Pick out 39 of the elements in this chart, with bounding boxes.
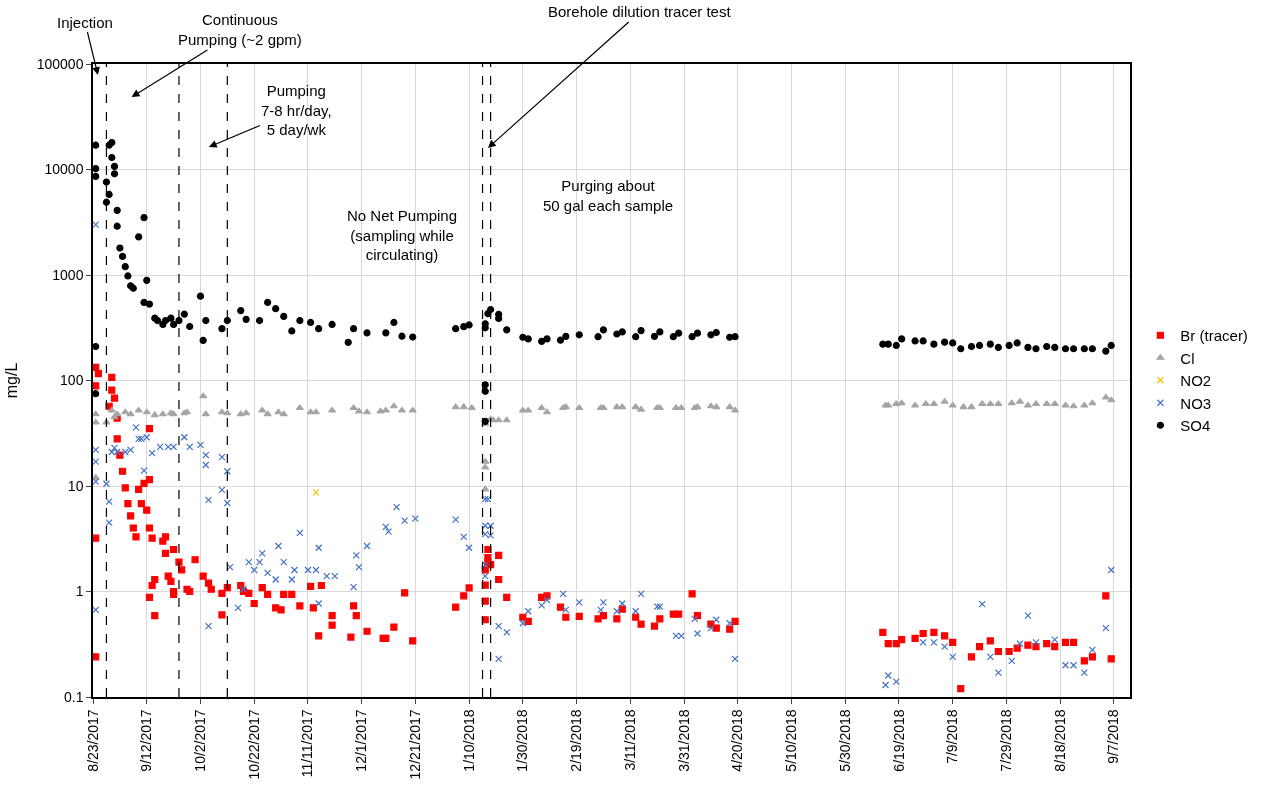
y-tick-label: 1000 bbox=[52, 266, 84, 283]
y-tick-label: 10 bbox=[67, 477, 84, 494]
x-tick-label: 5/10/2018 bbox=[783, 709, 800, 772]
annotation: Borehole dilution tracer test bbox=[548, 3, 732, 20]
text: Continuous Pumping (~2 gpm) bbox=[178, 11, 302, 48]
y-axis-title: mg/L bbox=[3, 362, 21, 399]
x-tick-label: 11/11/2017 bbox=[299, 709, 316, 778]
annotation: Purging about 50 gal each sample bbox=[543, 177, 674, 214]
x-tick-label: 10/2/2017 bbox=[192, 709, 209, 772]
x-tick-label: 10/22/2017 bbox=[245, 709, 262, 780]
y-tick-label: 100000 bbox=[36, 55, 84, 72]
y-tick-label: 10000 bbox=[44, 161, 84, 178]
x-tick-label: 3/11/2018 bbox=[621, 709, 638, 771]
x-tick-label: 7/9/2018 bbox=[944, 709, 961, 764]
x-tick-label: 12/1/2017 bbox=[353, 709, 370, 772]
y-tick-label: 100 bbox=[60, 372, 84, 389]
legend-label: SO4 bbox=[1180, 417, 1211, 435]
x-tick-label: 1/30/2018 bbox=[514, 709, 531, 772]
legend-label: NO2 bbox=[1180, 372, 1212, 390]
legend-label: Cl bbox=[1180, 349, 1195, 367]
y-tick-label: 1 bbox=[75, 583, 84, 600]
x-tick-label: 9/7/2018 bbox=[1105, 709, 1122, 764]
x-tick-label: 2/19/2018 bbox=[568, 709, 585, 772]
x-tick-label: 12/21/2017 bbox=[406, 709, 423, 780]
x-tick-label: 9/12/2017 bbox=[138, 709, 155, 772]
x-tick-label: 6/19/2018 bbox=[890, 709, 907, 772]
x-tick-label: 7/29/2018 bbox=[997, 709, 1014, 772]
x-tick-label: 3/31/2018 bbox=[675, 709, 692, 772]
annotation: No Net Pumping (sampling while circulating) bbox=[347, 207, 458, 263]
legend-label: Br (tracer) bbox=[1180, 327, 1248, 345]
y-tick-label: 0.1 bbox=[63, 688, 84, 705]
x-tick-label: 4/20/2018 bbox=[729, 709, 746, 772]
annotation: Pumping 7-8 hr/day, 5 day/wk bbox=[261, 82, 332, 138]
text: Injection bbox=[57, 14, 113, 31]
x-tick-label: 8/18/2018 bbox=[1051, 709, 1068, 772]
x-tick-label: 1/10/2018 bbox=[460, 709, 477, 772]
x-tick-label: 5/30/2018 bbox=[836, 709, 853, 772]
legend-label: NO3 bbox=[1180, 394, 1212, 412]
x-tick-label: 8/23/2017 bbox=[84, 709, 101, 772]
